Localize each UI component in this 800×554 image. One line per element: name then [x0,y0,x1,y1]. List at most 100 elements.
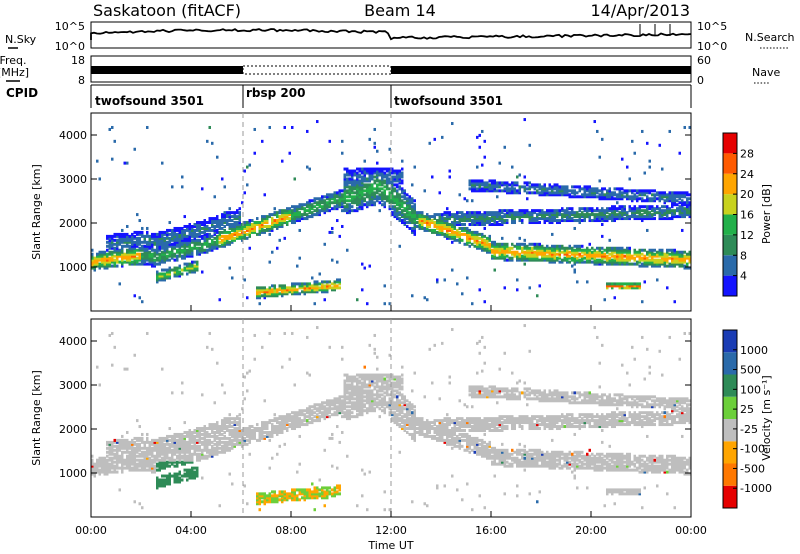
power-cell [281,211,284,215]
power-cell [578,209,581,213]
power-cell [308,290,311,294]
velocity-cell [116,462,119,466]
velocity-cell [131,460,134,464]
power-cell [511,242,514,246]
power-cell [346,189,349,193]
velocity-cell [243,438,246,442]
power-cell [688,250,691,254]
power-cell [233,228,236,232]
velocity-cell [196,430,199,434]
power-cell [326,288,329,292]
power-cell [286,211,289,215]
velocity-cell [118,446,121,450]
power-cell [171,234,174,238]
power-cell [551,254,554,258]
power-cell [373,179,376,183]
velocity-cell [223,419,226,423]
power-cell [533,185,536,189]
power-cell [368,185,371,189]
power-cell [528,187,531,191]
power-cell [143,234,146,238]
power-cell [478,211,481,215]
velocity-cell [103,470,106,474]
power-cell [113,246,116,250]
power-cell [356,173,359,177]
power-cell [578,252,581,256]
power-cell [528,211,531,215]
power-cell [653,260,656,264]
velocity-cell [256,502,259,506]
power-cell [566,260,569,264]
power-cell [511,183,514,187]
power-cell [598,252,601,256]
power-cell [683,215,686,219]
power-cell [661,197,664,201]
power-cell [166,256,169,260]
power-cell [311,284,314,288]
power-cell [521,242,524,246]
power-cell [161,260,164,264]
velocity-cell [203,436,206,440]
power-cell [628,195,631,199]
power-cell [446,223,449,226]
velocity-cell [183,440,186,444]
velocity-cell [146,452,149,456]
power-cell [228,234,231,238]
power-cell [413,209,416,213]
velocity-cell [221,383,224,387]
power-cell [641,264,644,268]
power-cell [153,234,156,238]
power-cell [348,171,351,175]
velocity-cell [271,498,274,502]
velocity-cell [191,470,194,474]
power-cell [591,191,594,195]
power-cell [661,262,664,266]
power-cell [258,224,261,228]
velocity-cell [153,442,156,446]
power-cell [483,219,486,223]
power-cell [421,215,424,219]
power-cell [103,264,106,268]
power-cell [626,213,629,217]
power-cell [631,215,634,219]
power-cell [508,215,511,219]
power-cell [176,242,179,246]
power-cell [146,250,149,254]
power-cell [588,185,591,189]
velocity-cell [181,456,184,460]
power-cell [143,246,146,250]
power-cell [286,209,289,213]
velocity-cell [188,458,191,462]
power-cell [618,260,621,264]
power-cell [301,213,304,217]
power-cell [313,284,316,288]
power-cell [671,195,674,199]
power-cell [143,238,146,242]
power-cell [328,280,331,284]
power-cell [556,244,559,248]
power-cell [156,272,159,276]
velocity-cell [126,367,129,371]
power-cell [173,226,176,230]
velocity-cell [141,450,144,454]
power-cell [631,199,634,203]
power-cell [661,209,664,213]
velocity-cell [246,389,249,393]
velocity-cell [196,472,199,476]
velocity-cell [243,429,246,432]
power-cell [311,288,314,292]
velocity-cell [168,476,171,480]
power-cell [393,199,396,203]
power-cell [453,219,456,223]
velocity-cell [106,440,109,444]
power-cell [486,217,489,221]
velocity-cell [268,421,271,425]
power-cell [398,177,401,181]
velocity-cell [273,419,276,423]
power-cell [668,252,671,256]
power-cell [596,195,599,199]
velocity-cell [141,446,144,450]
velocity-cell [181,436,184,440]
power-cell [191,268,194,272]
velocity-cell [176,480,179,484]
